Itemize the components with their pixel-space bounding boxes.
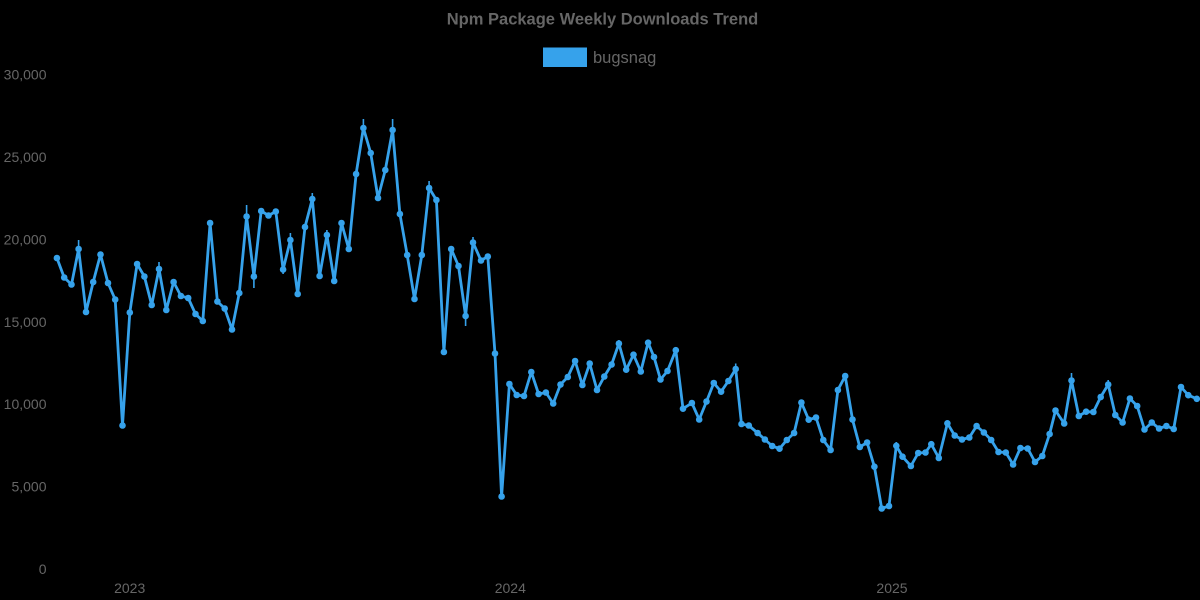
svg-text:10,000: 10,000 xyxy=(4,396,47,412)
svg-text:bugsnag: bugsnag xyxy=(593,49,656,67)
svg-text:25,000: 25,000 xyxy=(4,149,47,165)
svg-text:30,000: 30,000 xyxy=(4,67,47,83)
svg-text:15,000: 15,000 xyxy=(4,314,47,330)
svg-text:20,000: 20,000 xyxy=(4,231,47,247)
svg-text:Npm Package Weekly Downloads T: Npm Package Weekly Downloads Trend xyxy=(447,11,758,29)
svg-text:0: 0 xyxy=(39,561,47,577)
svg-text:2024: 2024 xyxy=(495,580,526,596)
svg-text:5,000: 5,000 xyxy=(11,479,46,495)
svg-text:2023: 2023 xyxy=(114,580,145,596)
svg-text:2025: 2025 xyxy=(876,580,907,596)
